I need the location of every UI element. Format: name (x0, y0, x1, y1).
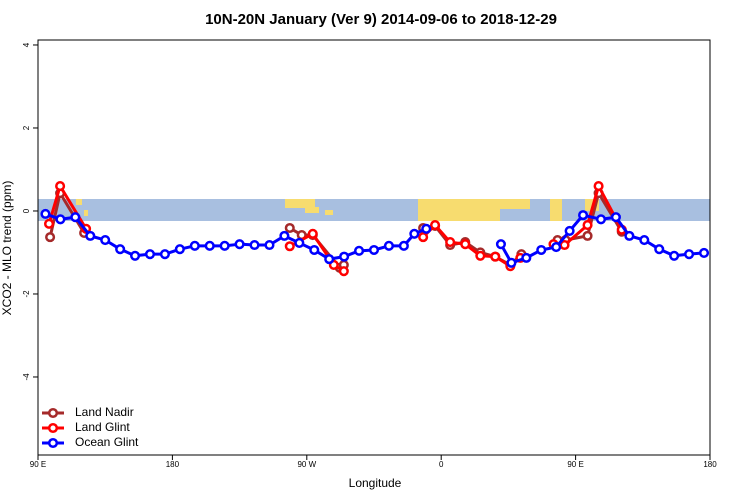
point (383, 240, 394, 251)
x-tick-label: 90 E (567, 460, 583, 469)
point (490, 251, 501, 262)
x-tick-label: 180 (166, 460, 180, 469)
y-tick-label: -4 (22, 373, 31, 381)
point (294, 237, 305, 248)
point (284, 222, 295, 234)
x-tick-label: 90 W (297, 460, 316, 469)
legend-label: Ocean Glint (75, 435, 139, 449)
point (44, 218, 55, 229)
point (55, 181, 66, 192)
point (338, 266, 349, 277)
point (654, 244, 665, 255)
point (551, 242, 562, 253)
point (130, 250, 141, 261)
point (593, 181, 604, 192)
point (578, 210, 589, 221)
point (495, 239, 506, 250)
point (421, 223, 432, 234)
point (582, 230, 593, 241)
point (339, 251, 350, 262)
point (398, 240, 409, 251)
point (624, 230, 635, 241)
point (189, 240, 200, 251)
legend-label: Land Glint (75, 420, 130, 434)
point (284, 241, 295, 252)
point (279, 230, 290, 241)
point (219, 240, 230, 251)
point (204, 240, 215, 251)
point (698, 247, 710, 258)
point (684, 249, 695, 260)
point (409, 228, 420, 239)
legend-marker (47, 422, 59, 434)
point (45, 232, 56, 243)
x-tick-label: 180 (703, 460, 717, 469)
point (669, 250, 680, 261)
point (307, 228, 318, 239)
x-tick-label: 90 E (30, 460, 46, 469)
point (610, 212, 621, 223)
point (159, 249, 170, 260)
point (174, 244, 185, 255)
point (475, 250, 486, 261)
y-tick-label: 0 (22, 208, 31, 213)
point (234, 239, 245, 250)
point (595, 214, 607, 225)
x-tick-label: 0 (439, 460, 444, 469)
legend-marker (47, 437, 59, 449)
point (115, 244, 126, 255)
point (506, 257, 517, 268)
point (144, 249, 156, 260)
point (55, 214, 66, 225)
y-tick-label: 4 (22, 42, 31, 47)
plot-frame (37, 39, 711, 456)
point (368, 244, 380, 256)
chart-title: 10N-20N January (Ver 9) 2014-09-06 to 20… (205, 11, 557, 28)
point (536, 244, 547, 256)
point (564, 225, 575, 236)
legend-marker (47, 407, 59, 419)
x-axis-label: Longitude (349, 476, 402, 490)
point (521, 252, 532, 263)
point (40, 208, 51, 219)
legend-label: Land Nadir (75, 405, 134, 419)
point (354, 245, 365, 256)
point (430, 220, 441, 231)
point (249, 239, 260, 251)
point (445, 237, 456, 248)
point (324, 254, 335, 265)
point (460, 239, 471, 250)
point (264, 239, 275, 251)
point (100, 234, 111, 246)
map-band (38, 199, 710, 221)
point (418, 232, 429, 243)
y-axis-label: XCO2 - MLO trend (ppm) (0, 181, 14, 316)
y-tick-label: 2 (22, 125, 31, 130)
y-tick-label: -2 (22, 290, 31, 298)
point (85, 230, 96, 241)
point (639, 234, 650, 246)
point (309, 244, 320, 256)
point (582, 220, 593, 231)
point (70, 212, 81, 223)
